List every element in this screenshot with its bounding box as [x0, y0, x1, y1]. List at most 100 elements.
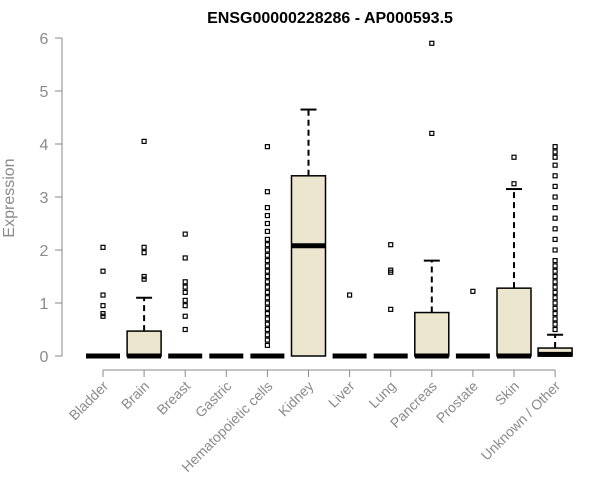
outlier-point: [264, 326, 270, 333]
y-tick-label: 5: [40, 84, 49, 101]
outlier-point: [182, 303, 188, 309]
y-tick-label: 6: [40, 31, 49, 48]
outlier-point: [100, 244, 106, 250]
outlier-point: [182, 284, 188, 290]
x-tick-label: Skin: [492, 378, 523, 409]
outlier-point: [552, 247, 558, 253]
outlier-point: [264, 228, 270, 235]
outlier-point: [552, 279, 558, 285]
outlier-point: [141, 276, 147, 282]
outlier-point: [264, 252, 270, 258]
box-group: [86, 244, 120, 359]
outlier-point: [264, 247, 270, 253]
outlier-point: [552, 268, 558, 274]
outlier-point: [552, 326, 558, 333]
box-rect: [496, 287, 532, 357]
outlier-point: [264, 305, 270, 311]
box-group: [126, 138, 162, 359]
outlier-point: [264, 284, 270, 290]
box-group: [290, 108, 327, 357]
outlier-point: [552, 284, 558, 290]
outlier-point: [264, 144, 270, 150]
chart-title: ENSG00000228286 - AP000593.5: [207, 10, 453, 27]
outlier-point: [100, 303, 106, 309]
outlier-point: [264, 263, 270, 269]
outlier-point: [264, 311, 270, 317]
outlier-point: [552, 263, 558, 269]
outlier-point: [100, 268, 106, 274]
outlier-point: [552, 321, 558, 327]
y-tick-label: 2: [40, 243, 49, 260]
outlier-point: [264, 321, 270, 327]
y-tick-label: 1: [40, 296, 49, 313]
outlier-point: [100, 311, 106, 317]
boxes-layer: [86, 40, 573, 359]
outlier-point: [347, 292, 353, 298]
outlier-point: [552, 205, 558, 211]
outlier-point: [388, 267, 394, 273]
outlier-point: [552, 295, 558, 301]
outlier-point: [264, 316, 270, 322]
outlier-point: [388, 306, 394, 312]
outlier-point: [552, 258, 558, 264]
outlier-point: [552, 194, 558, 200]
outlier-point: [552, 289, 558, 295]
box-group: [332, 292, 367, 359]
outlier-point: [388, 242, 394, 248]
x-tick-label: Bladder: [66, 378, 112, 424]
outlier-point: [552, 273, 558, 280]
x-tick-label: Liver: [325, 378, 358, 411]
outlier-point: [264, 332, 270, 338]
outlier-point: [264, 289, 270, 295]
box-group: [537, 144, 573, 357]
box-group: [414, 40, 450, 359]
outlier-point: [429, 40, 435, 46]
outlier-point: [264, 236, 270, 242]
outlier-point: [264, 220, 270, 227]
outlier-point: [552, 149, 558, 155]
outlier-point: [141, 138, 147, 144]
box-group: [168, 231, 203, 359]
outlier-point: [552, 173, 558, 179]
outlier-point: [264, 205, 270, 211]
y-axis-label: Expression: [1, 158, 18, 237]
outlier-point: [100, 313, 106, 319]
outlier-point: [264, 189, 270, 195]
outlier-point: [264, 242, 270, 248]
outlier-point: [182, 326, 188, 333]
y-axis: 0 1 2 3 4 5 6: [40, 31, 63, 366]
outlier-point: [552, 144, 558, 150]
box-group: [496, 154, 532, 359]
outlier-point: [182, 279, 188, 285]
outlier-point: [264, 337, 270, 343]
outlier-point: [552, 305, 558, 311]
outlier-point: [182, 231, 188, 237]
outlier-point: [182, 255, 188, 261]
outlier-point: [182, 297, 188, 303]
x-tick-label: Breast: [153, 378, 193, 418]
box-group: [455, 288, 490, 359]
outlier-point: [182, 289, 188, 295]
outlier-point: [429, 130, 435, 136]
box-rect: [414, 311, 450, 357]
outlier-point: [264, 295, 270, 301]
outlier-point: [264, 268, 270, 274]
x-tick-label: Lung: [365, 378, 398, 411]
outlier-point: [511, 154, 517, 160]
outlier-point: [264, 300, 270, 306]
box-group: [373, 242, 408, 359]
outlier-point: [264, 273, 270, 280]
outlier-point: [264, 279, 270, 285]
outlier-point: [100, 292, 106, 298]
outlier-point: [264, 212, 270, 219]
outlier-point: [552, 300, 558, 306]
box-rect: [126, 330, 162, 357]
y-tick-label: 4: [40, 137, 49, 154]
box-rect: [290, 175, 327, 357]
x-tick-label: Kidney: [275, 378, 317, 420]
outlier-point: [552, 226, 558, 232]
outlier-point: [511, 181, 517, 187]
box-group: [250, 144, 285, 359]
